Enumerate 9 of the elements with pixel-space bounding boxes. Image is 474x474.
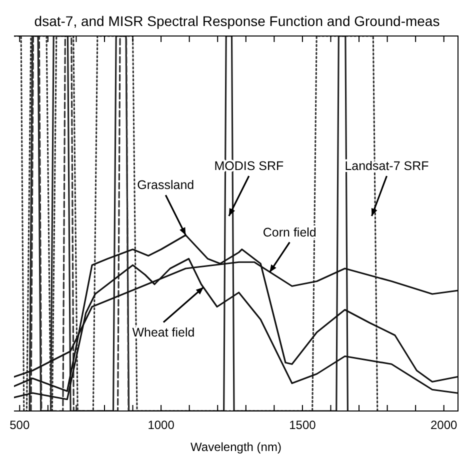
x-axis-title: Wavelength (nm) [190, 440, 282, 454]
x-tick-label: 500 [10, 418, 30, 432]
annotation: Wheat field [132, 325, 195, 340]
x-tick-label: 1000 [148, 418, 175, 432]
chart-title: dsat-7, and MISR Spectral Response Function and Ground-meas [34, 13, 440, 29]
annotation: Grassland [137, 178, 194, 192]
x-tick-label: 1500 [289, 418, 316, 432]
x-tick-label: 2000 [430, 418, 458, 432]
annotation: Corn field [262, 225, 316, 240]
